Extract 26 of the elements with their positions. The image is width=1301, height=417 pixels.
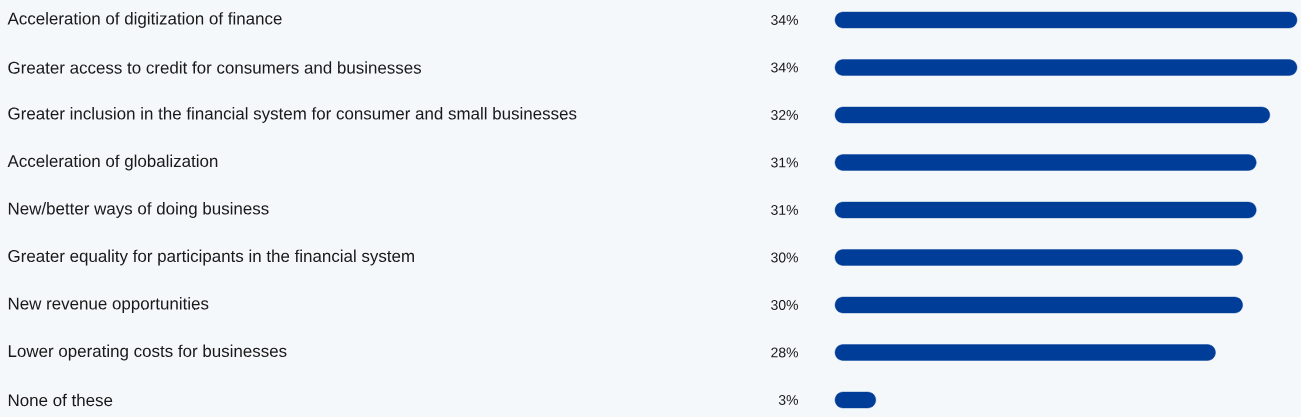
- y-tick-label: New/better ways of doing business: [8, 202, 269, 218]
- bar: [834, 249, 1243, 266]
- data-label: 28%: [771, 347, 798, 358]
- data-label: 34%: [771, 15, 798, 25]
- y-tick-label: Greater access to credit for consumers and businesses: [8, 61, 422, 74]
- data-label: 30%: [771, 300, 798, 310]
- y-tick-label: None of these: [8, 393, 113, 407]
- data-label: 31%: [771, 205, 798, 215]
- data-label: 30%: [771, 252, 798, 263]
- bar: [834, 106, 1271, 124]
- y-tick-label: New revenue opportunities: [8, 297, 209, 313]
- data-label: 34%: [771, 62, 798, 73]
- y-tick-label: Acceleration of globalization: [7, 154, 218, 171]
- data-label: 32%: [771, 110, 798, 120]
- data-label: 31%: [771, 157, 798, 168]
- bar: [834, 59, 1298, 76]
- y-tick-label: Greater equality for participants in the financial system: [8, 249, 414, 266]
- bar: [834, 344, 1216, 361]
- y-tick-label: Acceleration of digitization of finance: [7, 12, 282, 28]
- bar: [834, 296, 1243, 314]
- bar: [834, 201, 1257, 219]
- bar: [834, 11, 1298, 29]
- data-label: 3%: [778, 395, 798, 405]
- bar: [834, 154, 1257, 171]
- y-tick-label: Greater inclusion in the financial system for consumer and small businesses: [8, 107, 577, 123]
- y-tick-label: Lower operating costs for businesses: [8, 344, 287, 361]
